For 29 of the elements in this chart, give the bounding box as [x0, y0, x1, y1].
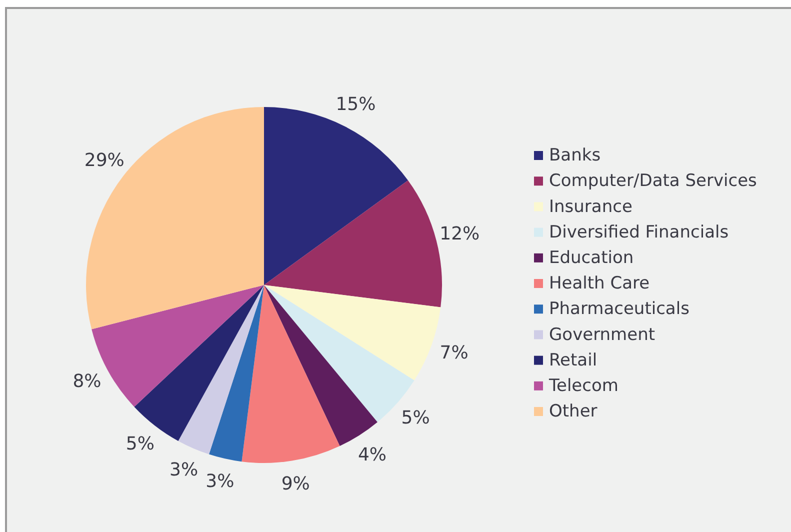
legend-label: Health Care: [549, 274, 650, 294]
legend-label: Pharmaceuticals: [549, 299, 690, 320]
pie-slice: [242, 285, 340, 463]
legend-label: Diversified Financials: [549, 222, 729, 242]
legend-label: Banks: [549, 146, 601, 166]
pie-slice: [264, 180, 442, 308]
data-label: 9%: [281, 473, 310, 494]
data-label: 5%: [126, 434, 154, 455]
pie-slice: [264, 285, 378, 446]
legend-label: Other: [549, 402, 598, 422]
data-label: 29%: [84, 150, 124, 172]
data-label: 15%: [336, 94, 376, 115]
legend-label: Government: [549, 324, 656, 345]
data-label: 4%: [358, 444, 387, 466]
data-label: 5%: [401, 408, 430, 429]
legend-label: Education: [549, 248, 634, 268]
legend-label: Telecom: [548, 376, 618, 396]
legend-label: Retail: [549, 350, 598, 370]
pie-slice: [86, 107, 264, 330]
data-label: 7%: [440, 342, 468, 364]
data-label: 8%: [72, 371, 102, 392]
data-label: 3%: [206, 471, 234, 492]
pie-slice: [178, 285, 264, 454]
pie-slice: [208, 285, 264, 462]
pie-slice: [264, 285, 441, 380]
data-label: 12%: [440, 224, 480, 245]
legend-label: Computer/Data Services: [549, 171, 758, 192]
data-label: 3%: [169, 459, 198, 480]
legend-label: Insurance: [549, 196, 632, 217]
